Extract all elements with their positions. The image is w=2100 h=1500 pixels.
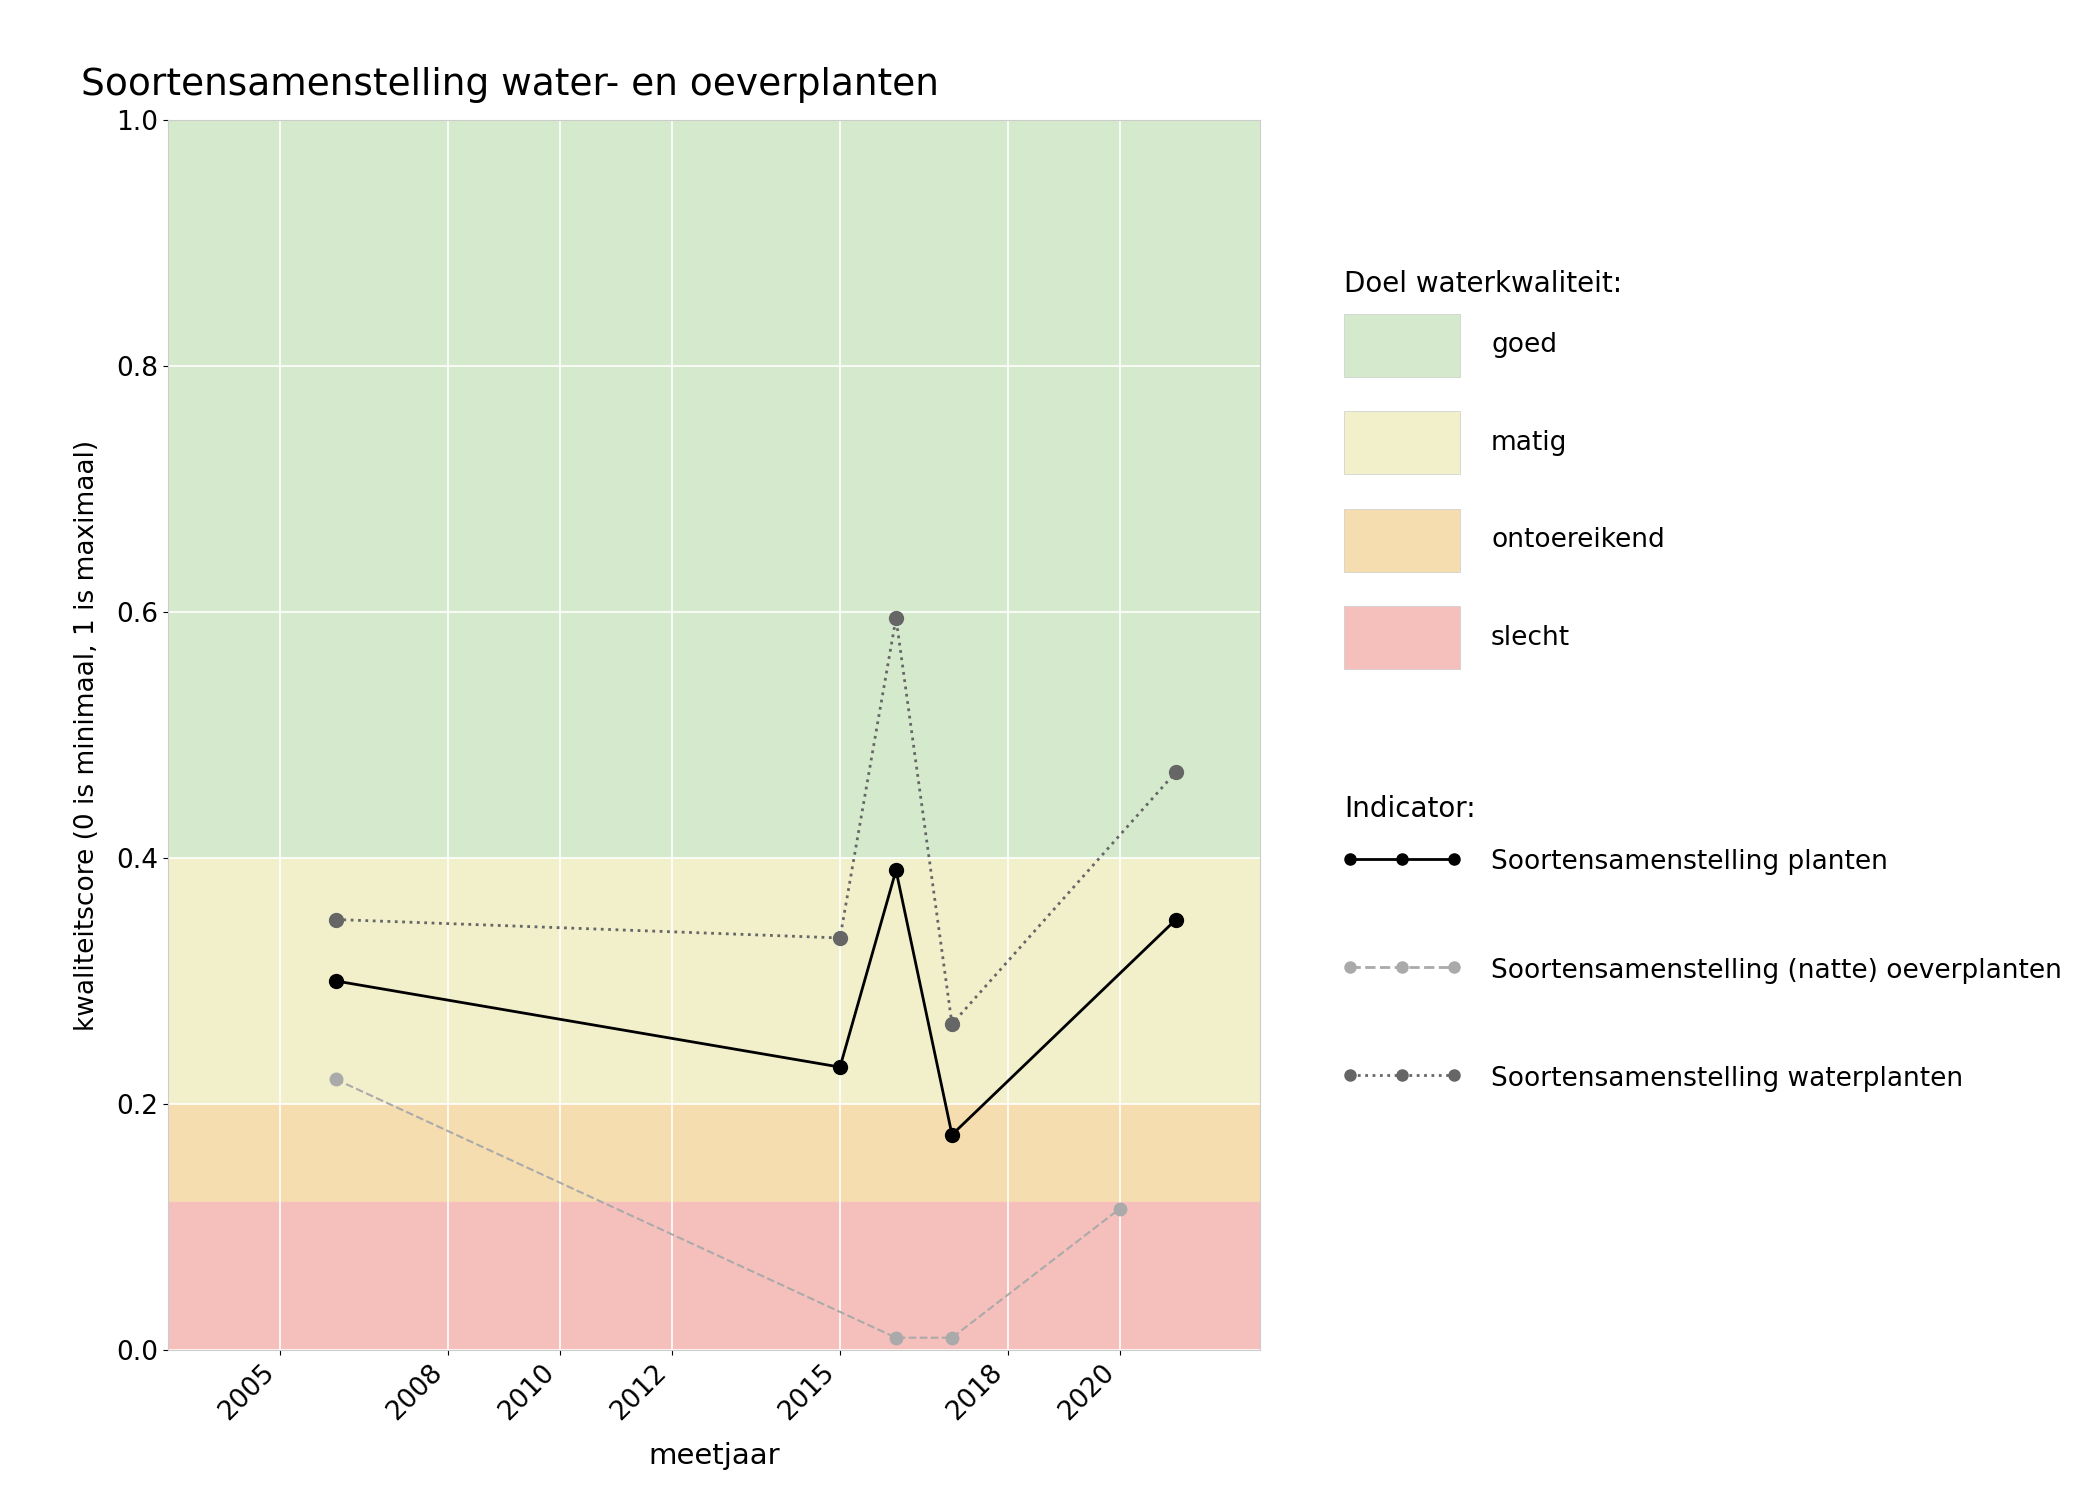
Text: Soortensamenstelling (natte) oeverplanten: Soortensamenstelling (natte) oeverplante…	[1491, 957, 2062, 984]
X-axis label: meetjaar: meetjaar	[649, 1442, 779, 1470]
Text: matig: matig	[1491, 429, 1567, 456]
Text: goed: goed	[1491, 332, 1556, 358]
Y-axis label: kwaliteitscore (0 is minimaal, 1 is maximaal): kwaliteitscore (0 is minimaal, 1 is maxi…	[74, 440, 99, 1030]
Text: ontoereikend: ontoereikend	[1491, 526, 1665, 554]
Bar	[168, 120, 1260, 858]
Bar	[168, 1203, 1260, 1350]
Text: Doel waterkwaliteit:: Doel waterkwaliteit:	[1344, 270, 1621, 298]
Bar	[168, 1104, 1260, 1203]
Text: Soortensamenstelling water- en oeverplanten: Soortensamenstelling water- en oeverplan…	[80, 68, 939, 104]
Bar	[168, 858, 1260, 1104]
Text: slecht: slecht	[1491, 624, 1571, 651]
Text: Indicator:: Indicator:	[1344, 795, 1476, 824]
Text: Soortensamenstelling waterplanten: Soortensamenstelling waterplanten	[1491, 1065, 1964, 1092]
Text: Soortensamenstelling planten: Soortensamenstelling planten	[1491, 849, 1888, 876]
